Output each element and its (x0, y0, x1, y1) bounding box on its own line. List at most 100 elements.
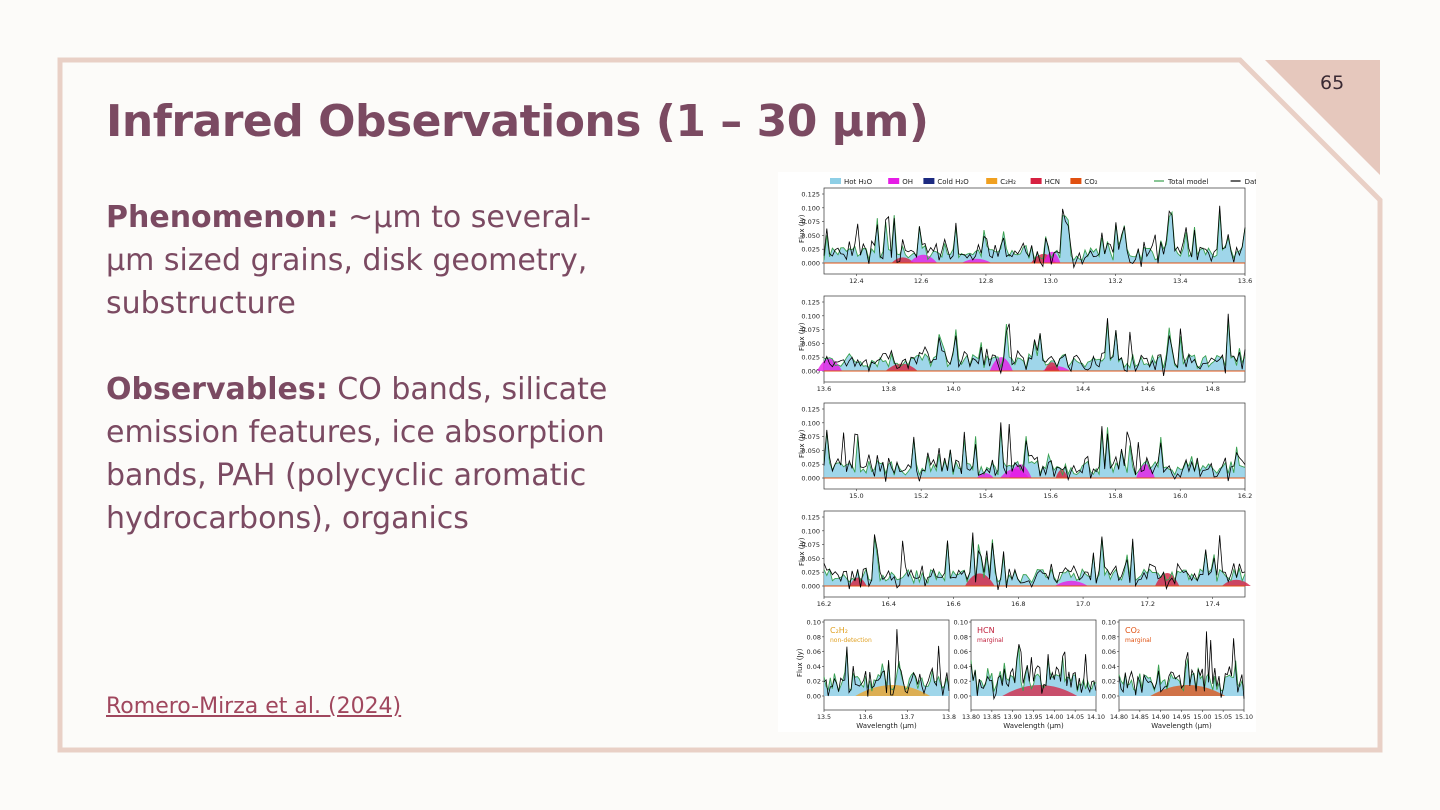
hot-h2o-area (824, 211, 1245, 263)
molecule-area (1150, 685, 1226, 696)
molecule-area (885, 363, 918, 371)
x-tick-label: 12.8 (979, 277, 993, 285)
x-tick-label: 17.4 (1205, 600, 1219, 608)
x-tick-label: 15.8 (1108, 492, 1122, 500)
frame-border (57, 57, 1383, 753)
y-tick-label: 0.00 (807, 693, 821, 701)
x-tick-label: 15.6 (1043, 492, 1057, 500)
legend-swatch (888, 178, 900, 184)
data-line (823, 422, 1246, 482)
x-tick-label: 13.85 (983, 714, 1001, 721)
y-tick-label: 0.04 (807, 663, 821, 671)
x-tick-label: 15.0 (849, 492, 863, 500)
y-tick-label: 0.050 (801, 232, 820, 240)
y-tick-label: 0.025 (801, 461, 820, 469)
x-tick-label: 16.2 (817, 600, 831, 608)
y-tick-label: 0.100 (801, 312, 820, 320)
x-tick-label: 16.8 (1011, 600, 1025, 608)
legend-swatch (1070, 178, 1082, 184)
y-tick-label: 0.06 (807, 648, 821, 656)
y-axis-label: Flux (Jy) (798, 429, 806, 458)
slide-title: Infrared Observations (1 – 30 μm) (106, 96, 929, 147)
data-line (823, 532, 1246, 591)
x-tick-label: 15.00 (1193, 714, 1211, 721)
x-tick-label: 14.6 (1141, 385, 1155, 393)
y-tick-label: 0.04 (954, 663, 968, 671)
x-tick-label: 14.05 (1066, 714, 1084, 721)
y-tick-label: 0.10 (954, 619, 968, 627)
x-tick-label: 16.4 (882, 600, 896, 608)
y-tick-label: 0.050 (801, 340, 820, 348)
x-tick-label: 13.8 (942, 714, 956, 721)
y-tick-label: 0.075 (801, 218, 820, 226)
spectrum-chart: Hot H₂O OH Cold H₂O C₂H₂ HCN CO₂ Total model Da… (796, 178, 1256, 730)
x-tick-label: 14.95 (1172, 714, 1190, 721)
observables-text: CO bands, silicate emission features, ic… (106, 372, 608, 536)
legend-label: HCN (1045, 178, 1060, 186)
y-tick-label: 0.02 (1102, 678, 1116, 686)
y-tick-label: 0.02 (954, 678, 968, 686)
hot-h2o-area (1119, 658, 1244, 696)
data-line (823, 629, 950, 697)
legend-label: Hot H₂O (844, 178, 873, 186)
y-tick-label: 0.000 (801, 368, 820, 376)
legend-swatch (923, 178, 935, 184)
x-tick-label: 12.4 (849, 277, 863, 285)
phenomenon-text: ~μm to several-μm sized grains, disk geo… (106, 200, 591, 321)
y-tick-label: 0.025 (801, 569, 820, 577)
x-tick-label: 13.0 (1043, 277, 1057, 285)
legend-swatch (830, 178, 841, 184)
y-tick-label: 0.025 (801, 354, 820, 362)
legend-swatch (986, 178, 998, 184)
y-axis-label: Flux (Jy) (798, 214, 806, 243)
corner-fold (1265, 60, 1380, 175)
x-tick-label: 15.4 (979, 492, 993, 500)
y-tick-label: 0.00 (954, 693, 968, 701)
molecule-area (1008, 464, 1032, 478)
y-tick-label: 0.125 (801, 299, 820, 307)
y-tick-label: 0.125 (801, 406, 820, 414)
zoom-panel-label: C₂H₂ (830, 626, 848, 635)
x-tick-label: 13.6 (1238, 277, 1252, 285)
citation-link[interactable]: Romero-Mirza et al. (2024) (106, 694, 402, 719)
y-tick-label: 0.000 (801, 583, 820, 591)
x-tick-label: 14.85 (1131, 714, 1149, 721)
y-tick-label: 0.100 (801, 419, 820, 427)
total-model-line (823, 427, 1246, 477)
y-tick-label: 0.000 (801, 475, 820, 483)
x-tick-label: 14.80 (1110, 714, 1128, 721)
y-tick-label: 0.100 (801, 204, 820, 212)
y-tick-label: 0.075 (801, 433, 820, 441)
y-tick-label: 0.100 (801, 527, 820, 535)
phenomenon-label: Phenomenon: (106, 200, 339, 235)
legend-label: OH (902, 178, 913, 186)
zoom-panel-sublabel: marginal (1125, 637, 1152, 644)
y-tick-label: 0.10 (807, 619, 821, 627)
x-tick-label: 15.10 (1235, 714, 1253, 721)
y-tick-label: 0.08 (1102, 633, 1116, 641)
slide-frame (57, 57, 1383, 753)
x-axis-label: Wavelength (μm) (1151, 722, 1212, 730)
observables-paragraph: Observables: CO bands, silicate emission… (106, 368, 626, 540)
y-tick-label: 0.000 (801, 260, 820, 268)
molecule-area (964, 573, 995, 586)
y-tick-label: 0.00 (1102, 693, 1116, 701)
legend-label: Data (1245, 178, 1256, 186)
observables-label: Observables: (106, 372, 328, 407)
page-number: 65 (1320, 72, 1345, 94)
x-axis-label: Wavelength (μm) (1003, 722, 1064, 730)
molecule-area (1055, 469, 1068, 478)
x-tick-label: 13.80 (962, 714, 980, 721)
legend-label: CO₂ (1084, 178, 1097, 186)
x-tick-label: 13.6 (817, 385, 831, 393)
x-tick-label: 14.00 (1045, 714, 1063, 721)
molecule-area (1002, 685, 1078, 696)
x-tick-label: 14.2 (1011, 385, 1025, 393)
data-line (823, 313, 1246, 376)
zoom-panel-sublabel: marginal (977, 637, 1004, 644)
y-axis-label: Flux (Jy) (798, 537, 806, 566)
x-tick-label: 15.2 (914, 492, 928, 500)
x-tick-label: 13.8 (882, 385, 896, 393)
x-tick-label: 17.2 (1141, 600, 1155, 608)
x-tick-label: 14.4 (1076, 385, 1090, 393)
